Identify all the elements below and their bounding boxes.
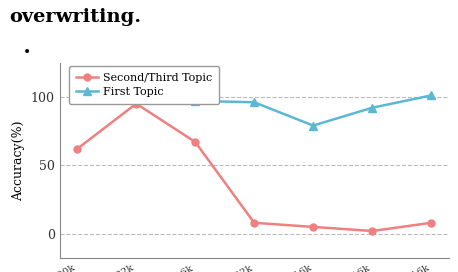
Second/Third Topic [75, 147, 80, 150]
First Topic [370, 106, 375, 109]
Line: First Topic: First Topic [73, 91, 435, 130]
First Topic [75, 95, 80, 98]
Text: •: • [23, 46, 31, 60]
First Topic [311, 124, 316, 127]
First Topic [133, 95, 139, 98]
Line: Second/Third Topic: Second/Third Topic [74, 100, 435, 234]
Second/Third Topic [428, 221, 434, 224]
Second/Third Topic [311, 225, 316, 228]
Second/Third Topic [370, 229, 375, 233]
First Topic [251, 101, 257, 104]
First Topic [428, 94, 434, 97]
Second/Third Topic [251, 221, 257, 224]
Text: overwriting.: overwriting. [9, 8, 141, 26]
Second/Third Topic [133, 102, 139, 105]
Y-axis label: Accuracy(%): Accuracy(%) [12, 120, 25, 201]
First Topic [192, 99, 198, 103]
Legend: Second/Third Topic, First Topic: Second/Third Topic, First Topic [69, 66, 219, 104]
Second/Third Topic [192, 140, 198, 144]
